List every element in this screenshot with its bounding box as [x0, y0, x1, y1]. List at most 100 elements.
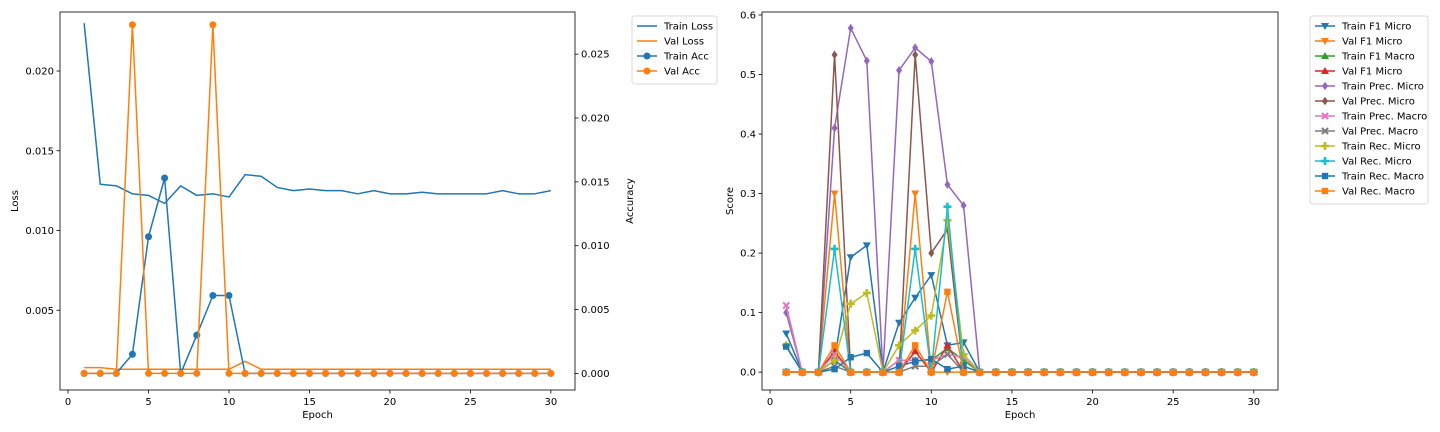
data-point	[895, 368, 903, 376]
legend-item: Train F1 Micro	[1315, 22, 1411, 33]
data-point	[1169, 368, 1177, 376]
data-point	[161, 369, 169, 377]
data-point	[161, 174, 169, 182]
legend-item: Train Rec. Macro	[1315, 172, 1424, 183]
series-9	[782, 202, 1258, 377]
legend-item: Train Loss	[637, 22, 713, 33]
data-point	[547, 369, 555, 377]
data-point	[482, 369, 490, 377]
y-tick-label: 0.010	[25, 226, 54, 237]
data-point	[831, 365, 838, 373]
data-point	[782, 343, 790, 350]
y-tick-label: 0.4	[740, 130, 756, 141]
data-point	[499, 369, 507, 377]
data-point	[912, 50, 919, 60]
score-chart: 0 5 10 15 20 25 30 0.0 0.1 0.2 0.3 0.4 0.5 0.6 Epoch Sc…	[725, 10, 1429, 421]
legend-item: Train Prec. Micro	[1315, 82, 1424, 93]
y2-tick-label: 0.020	[581, 113, 610, 124]
legend-item: Train Rec. Micro	[1315, 142, 1421, 153]
data-point	[466, 369, 474, 377]
legend-marker	[1321, 187, 1329, 195]
series-line	[785, 27, 1254, 373]
legend-marker	[1321, 38, 1329, 45]
x-tick-label: 30	[544, 397, 557, 408]
data-point	[1040, 368, 1048, 376]
y2-tick-label: 0.000	[581, 369, 610, 380]
y2-axis-label: Accuracy	[625, 178, 636, 224]
data-point	[1089, 368, 1096, 376]
data-point	[815, 368, 822, 376]
legend: Train F1 Micro Val F1 Micro Train F1 Macro…	[1309, 15, 1429, 205]
data-point	[847, 354, 854, 361]
data-point	[911, 326, 920, 335]
data-point	[112, 369, 120, 377]
data-point	[863, 349, 871, 357]
data-point	[1186, 368, 1193, 376]
data-point	[145, 369, 153, 377]
data-point	[782, 301, 790, 310]
data-point	[386, 369, 394, 377]
data-point	[830, 244, 839, 253]
series-line	[786, 192, 1254, 373]
legend-label: Val Rec. Macro	[1342, 187, 1415, 198]
legend-label: Val F1 Micro	[1342, 37, 1402, 48]
data-point	[830, 190, 839, 198]
series-5	[783, 50, 1257, 377]
data-point	[943, 202, 952, 211]
y-tick-label: 0.2	[740, 249, 756, 260]
y-tick-label: 0.1	[740, 308, 756, 319]
data-point	[846, 299, 855, 308]
data-point	[128, 350, 136, 358]
legend-label: Val F1 Micro	[1342, 67, 1402, 78]
series-line	[786, 205, 1254, 373]
legend-item: Val Prec. Macro	[1315, 127, 1418, 138]
data-point	[1234, 368, 1241, 376]
series-8	[782, 216, 1258, 377]
data-point	[944, 224, 951, 234]
data-point	[911, 294, 920, 302]
x-tick-label: 25	[464, 397, 477, 408]
data-point	[782, 330, 791, 338]
legend-marker	[1321, 142, 1329, 150]
data-point	[911, 244, 920, 253]
legend-marker	[1321, 172, 1329, 180]
data-point	[241, 369, 249, 377]
series-11	[782, 288, 1258, 376]
y-tick-label: 0.005	[25, 306, 54, 317]
data-point	[1218, 368, 1225, 376]
series-line	[786, 54, 1254, 373]
data-point	[1153, 368, 1161, 376]
series-line	[84, 360, 551, 371]
data-point	[912, 43, 919, 53]
data-point	[1057, 368, 1064, 376]
data-point	[944, 180, 951, 189]
y-axis-label: Loss	[10, 190, 21, 212]
data-point	[145, 233, 153, 241]
data-point	[128, 21, 136, 29]
data-point	[782, 368, 790, 376]
legend-marker	[1321, 67, 1329, 74]
legend-label: Val Prec. Micro	[1342, 97, 1415, 108]
data-point	[1137, 368, 1145, 376]
legend-label: Train Rec. Macro	[1341, 172, 1424, 183]
data-point	[1024, 368, 1032, 376]
legend-marker	[643, 52, 651, 60]
data-point	[1008, 368, 1016, 376]
data-point	[928, 368, 935, 376]
legend-label: Train Prec. Macro	[1341, 112, 1427, 123]
data-point	[193, 369, 201, 377]
data-point	[1202, 368, 1209, 376]
data-point	[257, 369, 265, 377]
data-point	[911, 190, 920, 198]
data-point	[177, 369, 185, 377]
data-point	[895, 362, 903, 370]
x-tick-label: 10	[223, 397, 236, 408]
series-line	[785, 219, 1254, 373]
data-point	[911, 358, 919, 365]
data-point	[847, 368, 854, 376]
data-point	[1250, 368, 1258, 376]
x-tick-label: 10	[925, 397, 938, 408]
legend-marker	[1321, 127, 1329, 135]
legend-item: Val Acc	[637, 67, 700, 78]
x-tick-label: 0	[65, 397, 71, 408]
